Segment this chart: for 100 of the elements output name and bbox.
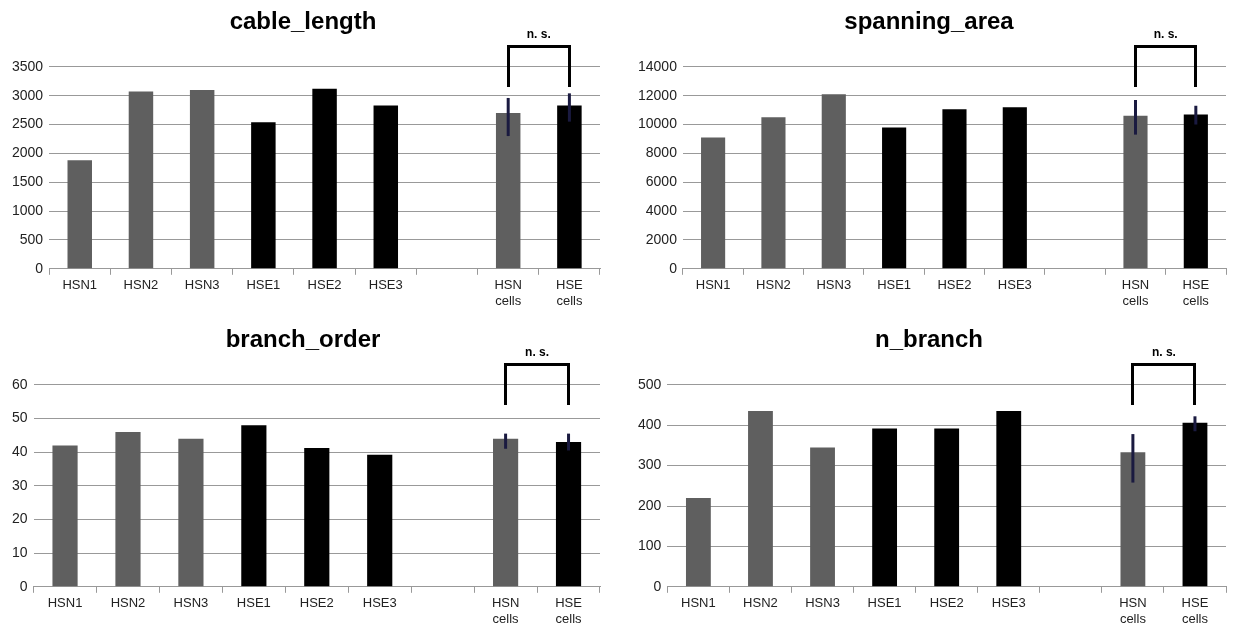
y-tick-label: 1000 — [11, 201, 44, 218]
y-tick-label: 0 — [35, 259, 44, 276]
y-tick-label: 100 — [638, 537, 662, 554]
bar — [810, 447, 835, 587]
x-tick-label: HSN2 — [110, 595, 146, 611]
bar — [189, 89, 215, 269]
y-tick-label: 30 — [11, 476, 28, 493]
y-tick-label: 6000 — [645, 173, 678, 190]
bar — [1182, 422, 1208, 587]
y-tick-label: 0 — [669, 259, 678, 276]
bar — [178, 438, 204, 587]
text: n. s. — [525, 344, 550, 359]
y-tick-label: 10000 — [637, 115, 678, 132]
x-tick-label: HSN3 — [173, 595, 209, 611]
bar — [115, 431, 141, 587]
bar — [1002, 107, 1027, 269]
x-tick-label: HSN2 — [123, 277, 159, 293]
bar — [312, 88, 337, 269]
text: n. s. — [526, 26, 551, 41]
bar — [304, 448, 330, 587]
y-tick-label: 4000 — [645, 201, 678, 218]
bar — [934, 428, 960, 587]
bar — [241, 425, 267, 587]
bar — [557, 105, 582, 269]
x-tick-label: HSN2 — [756, 277, 791, 293]
y-tick-label: 0 — [653, 577, 662, 594]
bar — [373, 105, 399, 269]
x-tick-label: HSE2 — [937, 277, 972, 293]
x-tick-label: HSE cells — [1182, 277, 1210, 308]
bar — [1123, 115, 1148, 269]
x-tick-label: HSE3 — [368, 277, 403, 293]
bar — [996, 411, 1022, 587]
bar — [555, 442, 582, 587]
y-tick-label: 2000 — [645, 230, 678, 247]
x-tick-label: HSN cells — [1119, 595, 1147, 626]
x-tick-label: HSN1 — [681, 595, 716, 611]
x-tick-label: HSN cells — [494, 277, 522, 308]
bar — [1183, 114, 1208, 269]
bar — [367, 454, 393, 587]
x-tick-label: HSE1 — [877, 277, 912, 293]
text: n. s. — [1151, 344, 1176, 359]
y-tick-label: 400 — [638, 416, 662, 433]
x-tick-label: HSE3 — [362, 595, 397, 611]
x-tick-label: HSE cells — [555, 595, 583, 626]
bar — [67, 160, 92, 269]
y-tick-label: 200 — [638, 496, 662, 513]
x-tick-label: HSN3 — [805, 595, 840, 611]
bar — [685, 497, 711, 587]
x-tick-label: HSE1 — [246, 277, 281, 293]
x-tick-label: HSE2 — [299, 595, 334, 611]
y-tick-label: 2000 — [11, 144, 44, 161]
bar — [701, 137, 726, 269]
chart-title: spanning_area — [844, 7, 1015, 35]
x-tick-label: HSE3 — [997, 277, 1032, 293]
bar — [748, 411, 773, 587]
y-tick-label: 50 — [11, 409, 28, 426]
bar — [251, 122, 276, 269]
x-tick-label: HSN3 — [184, 277, 220, 293]
chart-title: n_branch — [874, 325, 984, 353]
bar — [1120, 452, 1146, 587]
y-tick-label: 14000 — [637, 57, 678, 74]
x-tick-label: HSN1 — [47, 595, 83, 611]
x-tick-label: HSN1 — [695, 277, 731, 293]
x-tick-label: HSE3 — [991, 595, 1026, 611]
x-tick-label: HSN3 — [816, 277, 852, 293]
chart-title: branch_order — [225, 325, 381, 353]
chart-title: cable_length — [229, 7, 377, 35]
y-tick-label: 12000 — [637, 86, 678, 103]
x-tick-label: HSE cells — [1181, 595, 1209, 626]
x-tick-label: HSN1 — [62, 277, 98, 293]
x-tick-label: HSE1 — [236, 595, 271, 611]
bar — [882, 127, 907, 269]
bar — [493, 438, 519, 587]
y-tick-label: 500 — [638, 375, 662, 392]
x-tick-label: HSN cells — [1121, 277, 1150, 308]
bar — [52, 445, 78, 587]
bar — [495, 112, 521, 269]
y-tick-label: 3500 — [11, 57, 44, 74]
y-tick-label: 500 — [19, 230, 44, 247]
y-tick-label: 0 — [19, 577, 28, 594]
y-tick-label: 8000 — [645, 144, 678, 161]
y-tick-label: 60 — [11, 375, 28, 392]
y-tick-label: 300 — [638, 456, 662, 473]
y-tick-label: 2500 — [11, 115, 44, 132]
x-tick-label: HSN cells — [491, 595, 520, 626]
bar — [761, 117, 786, 269]
y-tick-label: 40 — [11, 442, 28, 459]
y-tick-label: 10 — [11, 543, 28, 560]
y-tick-label: 1500 — [11, 173, 44, 190]
x-tick-label: HSE1 — [867, 595, 902, 611]
bar — [942, 109, 967, 269]
x-tick-label: HSE2 — [929, 595, 964, 611]
bar — [128, 91, 154, 269]
text: n. s. — [1153, 26, 1178, 41]
x-tick-label: HSE cells — [556, 277, 584, 308]
y-tick-label: 20 — [11, 510, 28, 527]
x-tick-label: HSE2 — [307, 277, 342, 293]
y-tick-label: 3000 — [11, 86, 44, 103]
bar — [872, 428, 898, 587]
x-tick-label: HSN2 — [743, 595, 778, 611]
